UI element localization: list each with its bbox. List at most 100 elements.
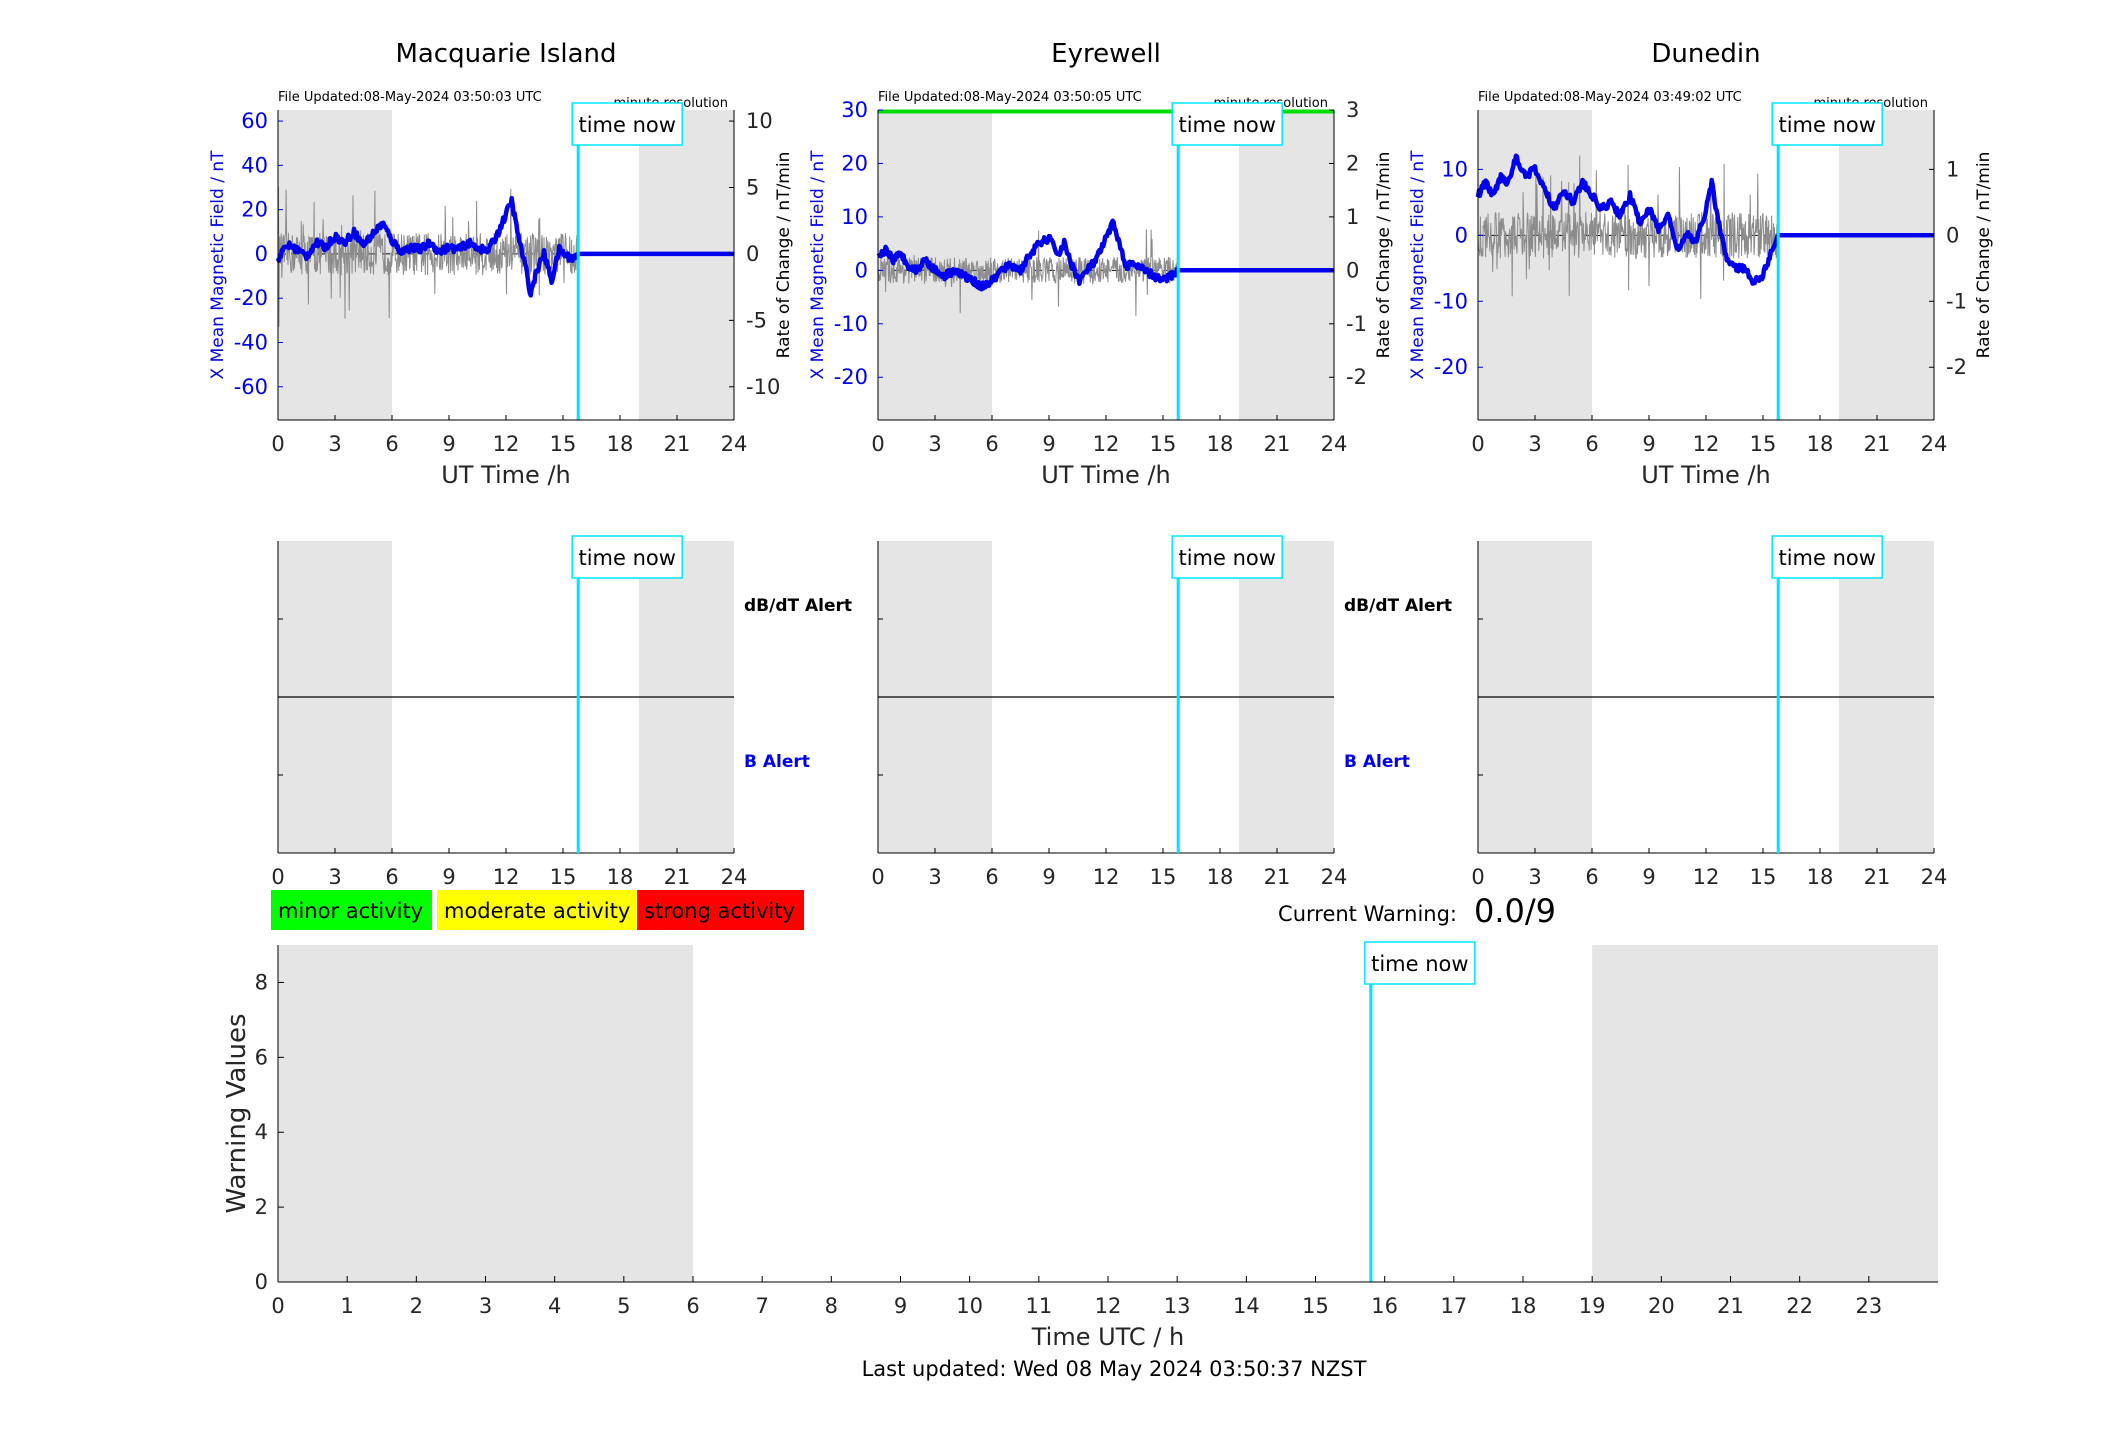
warning-x-tick-label: 15 <box>1302 1294 1329 1318</box>
station-panel-0: Macquarie Island File Updated:08-May-2024… <box>208 39 794 489</box>
field-line <box>275 195 734 298</box>
right-y-label: Rate of Change / nT/min <box>774 152 794 359</box>
warning-x-tick-label: 2 <box>410 1294 423 1318</box>
moderate-activity-legend-swatch <box>437 890 637 930</box>
right-tick-label: 1 <box>1946 157 1959 181</box>
x-tick-label: 21 <box>1864 865 1891 889</box>
current-warning-value: 0.0/9 <box>1474 892 1556 930</box>
strong-activity-legend: strong activity <box>644 899 795 923</box>
x-tick-label: 24 <box>1321 865 1348 889</box>
current-warning-label: Current Warning: <box>1278 902 1457 926</box>
x-tick-label: 15 <box>1150 432 1177 456</box>
x-tick-label: 6 <box>385 865 398 889</box>
b-alert-label: B Alert <box>744 752 810 772</box>
station-panel-2: Dunedin File Updated:08-May-2024 03:49:02… <box>1408 39 1994 489</box>
x-tick-label: 3 <box>928 432 941 456</box>
warning-x-tick-label: 17 <box>1440 1294 1467 1318</box>
x-tick-label: 18 <box>607 432 634 456</box>
x-axis-label: UT Time /h <box>441 461 571 489</box>
warning-x-tick-label: 21 <box>1717 1294 1744 1318</box>
warning-y-tick-label: 6 <box>255 1045 268 1069</box>
left-tick-label: -20 <box>1434 355 1468 379</box>
x-axis-label: UT Time /h <box>1041 461 1171 489</box>
right-tick-label: -10 <box>746 375 780 399</box>
x-tick-label: 12 <box>1093 432 1120 456</box>
x-tick-label: 18 <box>1807 432 1834 456</box>
warning-x-tick-label: 10 <box>956 1294 983 1318</box>
x-tick-label: 21 <box>1264 432 1291 456</box>
x-tick-label: 6 <box>985 865 998 889</box>
right-tick-label: 0 <box>746 242 759 266</box>
time-now-label: time now <box>578 113 675 137</box>
x-tick-label: 0 <box>271 865 284 889</box>
activity-legend: minor activity moderate activity strong ac… <box>271 890 804 930</box>
right-tick-label: -1 <box>1346 312 1367 336</box>
right-tick-label: 3 <box>1346 98 1359 122</box>
x-tick-label: 6 <box>985 432 998 456</box>
right-y-label: Rate of Change / nT/min <box>1374 152 1394 359</box>
right-y-label: Rate of Change / nT/min <box>1974 152 1994 359</box>
b-alert-label: B Alert <box>1344 752 1410 772</box>
time-now-label: time now <box>1778 113 1875 137</box>
left-tick-label: 20 <box>241 198 268 222</box>
x-tick-label: 9 <box>442 432 455 456</box>
night-shade <box>1239 110 1334 420</box>
right-tick-label: 0 <box>1946 223 1959 247</box>
x-tick-label: 3 <box>328 432 341 456</box>
x-tick-label: 6 <box>1585 432 1598 456</box>
warning-y-label: Warning Values <box>222 1013 252 1213</box>
x-tick-label: 18 <box>1207 432 1234 456</box>
warning-x-tick-label: 1 <box>340 1294 353 1318</box>
x-tick-label: 3 <box>1528 865 1541 889</box>
warning-y-tick-label: 8 <box>255 970 268 994</box>
time-now-box <box>1171 535 1283 579</box>
left-tick-label: 10 <box>841 205 868 229</box>
x-tick-label: 15 <box>1150 865 1177 889</box>
left-tick-label: -20 <box>834 365 868 389</box>
night-shade <box>1592 945 1938 1282</box>
rate-of-change-line <box>277 187 579 327</box>
left-tick-label: -40 <box>234 331 268 355</box>
right-tick-label: 5 <box>746 175 759 199</box>
minor-activity-legend-swatch <box>271 890 432 930</box>
right-tick-label: 1 <box>1346 205 1359 229</box>
warning-x-tick-label: 3 <box>479 1294 492 1318</box>
x-tick-label: 3 <box>928 865 941 889</box>
warning-x-tick-label: 19 <box>1579 1294 1606 1318</box>
warning-x-tick-label: 9 <box>894 1294 907 1318</box>
warning-y-tick-label: 0 <box>255 1270 268 1294</box>
file-updated-text: File Updated:08-May-2024 03:49:02 UTC <box>1478 90 1742 105</box>
left-tick-label: 60 <box>241 109 268 133</box>
time-now-label: time now <box>1178 546 1275 570</box>
x-tick-label: 24 <box>1921 865 1948 889</box>
right-tick-label: -5 <box>746 308 767 332</box>
left-tick-label: 40 <box>241 153 268 177</box>
x-tick-label: 12 <box>493 432 520 456</box>
time-now-label: time now <box>1778 546 1875 570</box>
warning-x-tick-label: 5 <box>617 1294 630 1318</box>
x-tick-label: 18 <box>1807 865 1834 889</box>
x-tick-label: 0 <box>871 432 884 456</box>
x-tick-label: 18 <box>607 865 634 889</box>
alert-panel-0: time now dB/dT Alert B Alert 0 3 6 9 12 15 18 21 24 <box>271 535 852 889</box>
warning-x-tick-label: 14 <box>1233 1294 1260 1318</box>
warning-x-label: Time UTC / h <box>1031 1323 1185 1351</box>
x-tick-label: 9 <box>1042 865 1055 889</box>
x-tick-label: 0 <box>1471 432 1484 456</box>
left-tick-label: 30 <box>841 98 868 122</box>
x-tick-label: 24 <box>721 865 748 889</box>
left-tick-label: 0 <box>1455 223 1468 247</box>
field-line <box>1475 153 1934 286</box>
x-tick-label: 12 <box>1693 432 1720 456</box>
warning-x-tick-label: 20 <box>1648 1294 1675 1318</box>
left-tick-label: -10 <box>834 312 868 336</box>
x-tick-label: 15 <box>1750 432 1777 456</box>
dbdt-alert-label: dB/dT Alert <box>1344 596 1452 616</box>
right-tick-label: 2 <box>1346 151 1359 175</box>
station-panel-1: Eyrewell File Updated:08-May-2024 03:50:0… <box>808 39 1394 489</box>
time-now-box <box>1771 535 1883 579</box>
x-tick-label: 3 <box>328 865 341 889</box>
minor-activity-legend: minor activity <box>278 899 423 923</box>
x-tick-label: 6 <box>1585 865 1598 889</box>
